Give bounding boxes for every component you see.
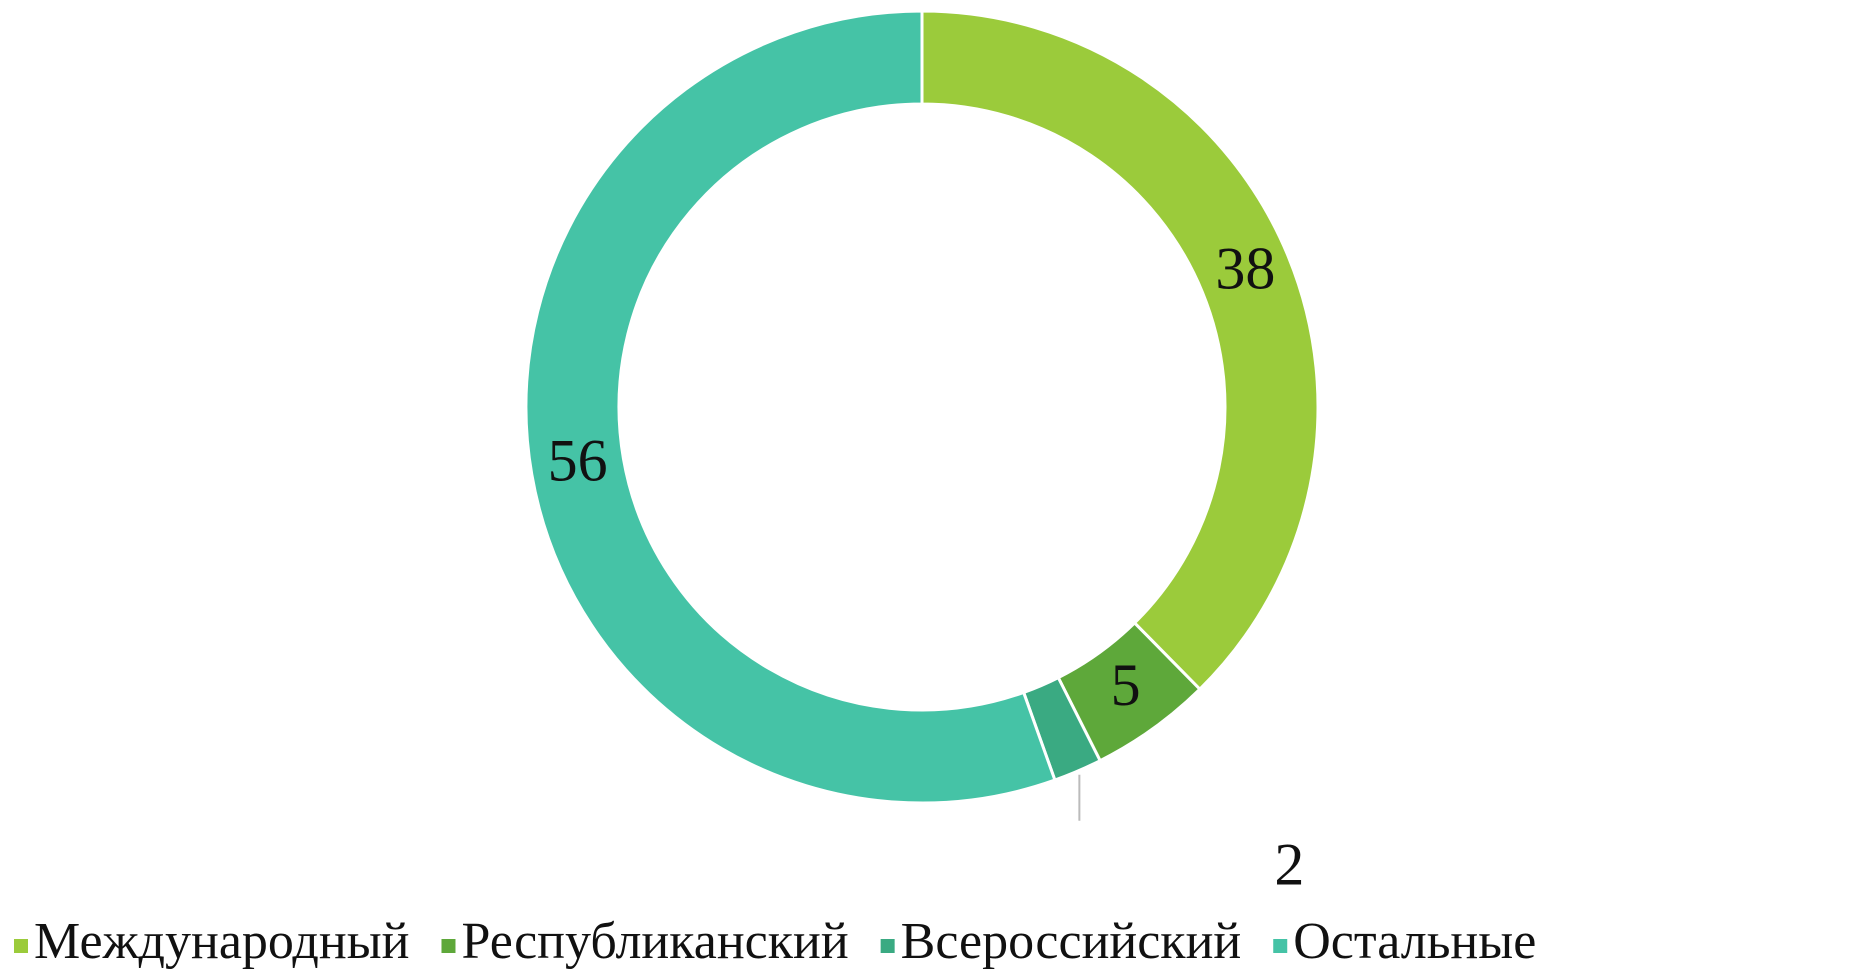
- donut-segment: [920, 9, 1320, 692]
- data-label: 5: [1111, 652, 1141, 718]
- legend-label: Остальные: [1293, 913, 1536, 970]
- legend-marker: [1273, 939, 1288, 953]
- data-label: 56: [548, 427, 608, 493]
- legend-label: Республиканский: [461, 913, 848, 970]
- legend-label: Международный: [34, 913, 409, 970]
- legend-marker: [14, 939, 28, 953]
- legend-marker: [880, 939, 895, 953]
- legend-label: Всероссийский: [901, 913, 1242, 970]
- donut-segment: [524, 9, 1057, 805]
- data-label: 38: [1215, 235, 1275, 301]
- data-label: 2: [1274, 832, 1304, 898]
- legend-marker: [441, 939, 456, 953]
